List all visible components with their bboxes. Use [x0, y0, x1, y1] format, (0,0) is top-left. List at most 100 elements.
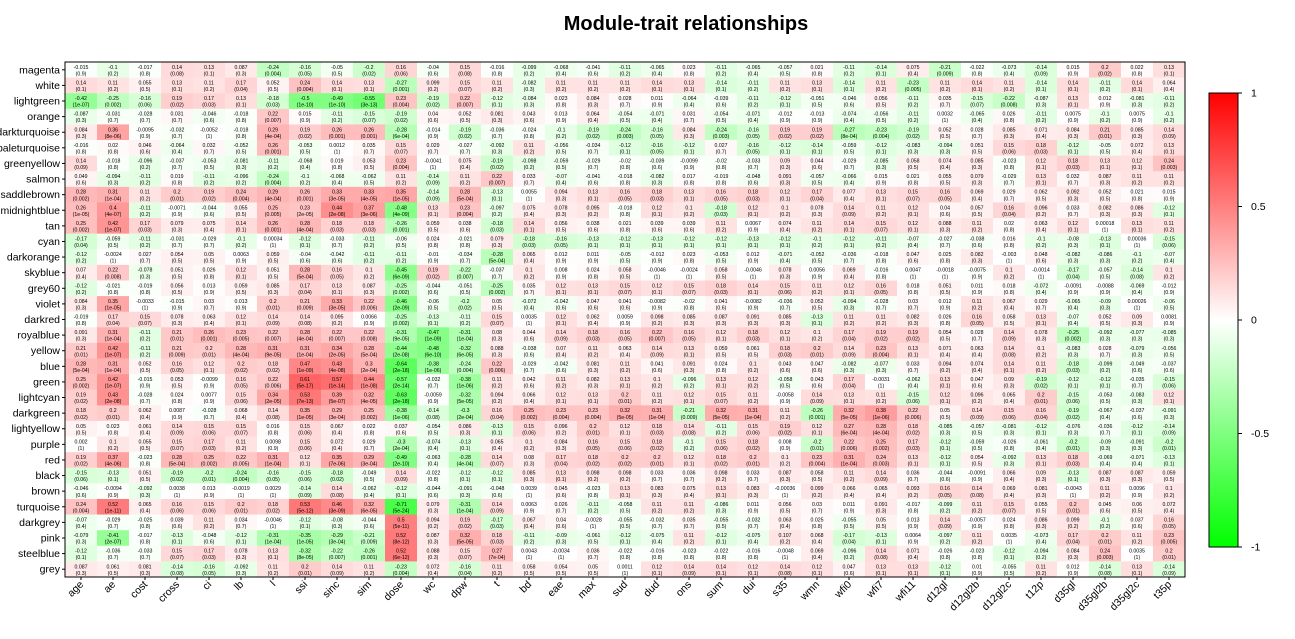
cell-pvalue-label: (0.5) [748, 352, 759, 358]
cell-correlation-label: 0.057 [971, 205, 984, 211]
heatmap-cell [897, 77, 930, 94]
cell-pvalue-label: (0.8) [812, 71, 823, 77]
cell-pvalue-label: (0.1) [940, 384, 951, 390]
cell-correlation-label: -0.11 [907, 112, 919, 118]
chart-title: Module-trait relationships [564, 13, 808, 35]
column-label: dui [740, 579, 758, 597]
cell-correlation-label: -0.083 [1066, 346, 1081, 352]
cell-pvalue-label: (0.02) [1098, 71, 1112, 77]
heatmap-cell [1057, 342, 1090, 359]
heatmap-cell [257, 467, 290, 484]
cell-correlation-label: 0.059 [235, 283, 248, 289]
cell-pvalue-label: (0.3) [76, 571, 87, 577]
cell-pvalue-label: (0.5) [428, 306, 439, 312]
heatmap-cell [1121, 155, 1154, 172]
cell-correlation-label: 0.11 [1164, 174, 1174, 180]
cell-correlation-label: -0.17 [491, 517, 503, 523]
cell-pvalue-label: (0.1) [812, 149, 823, 155]
cell-pvalue-label: (0.1) [1068, 477, 1079, 483]
cell-pvalue-label: (0.5) [460, 290, 471, 296]
heatmap-cell [97, 77, 130, 94]
cell-correlation-label: -0.11 [139, 346, 151, 352]
heatmap-cell [417, 342, 450, 359]
cell-correlation-label: -0.12 [75, 283, 87, 289]
cell-correlation-label: -0.039 [714, 96, 729, 102]
heatmap-cell [1153, 452, 1186, 469]
cell-correlation-label: 0.088 [491, 346, 504, 352]
cell-correlation-label: -0.068 [554, 65, 569, 71]
heatmap-cell [65, 483, 98, 500]
cell-correlation-label: 0.079 [427, 502, 440, 508]
cell-correlation-label: 0.53 [300, 502, 310, 508]
heatmap-cell [65, 155, 98, 172]
cell-pvalue-label: (0.5) [364, 181, 375, 187]
cell-correlation-label: 0.053 [363, 159, 376, 165]
cell-correlation-label: -0.099 [1098, 361, 1113, 367]
heatmap-cell [449, 358, 482, 375]
cell-pvalue-label: (0.1) [332, 87, 343, 93]
heatmap-cell [609, 186, 642, 203]
cell-correlation-label: 0.13 [1164, 65, 1174, 71]
cell-pvalue-label: (1e-10) [329, 103, 346, 109]
cell-pvalue-label: (0.7) [812, 508, 823, 514]
cell-pvalue-label: (0.2) [780, 87, 791, 93]
heatmap-cell [577, 140, 610, 156]
cell-correlation-label: -0.082 [650, 174, 665, 180]
cell-pvalue-label: (0.4) [652, 118, 663, 124]
cell-pvalue-label: (0.03) [714, 290, 728, 296]
heatmap-cell [1025, 202, 1058, 219]
cell-correlation-label: 0.087 [1099, 471, 1112, 477]
cell-pvalue-label: (0.5) [876, 524, 887, 530]
heatmap-cell [417, 186, 450, 203]
cell-correlation-label: -0.32 [299, 549, 311, 555]
cell-pvalue-label: (0.05) [202, 571, 216, 577]
cell-pvalue-label: (0.07) [394, 149, 408, 155]
heatmap-cell [1089, 264, 1122, 281]
heatmap-cell [737, 405, 770, 422]
heatmap-cell [97, 420, 130, 437]
heatmap-cell [705, 124, 738, 141]
cell-pvalue-label: (0.01) [170, 337, 184, 343]
cell-correlation-label: 0.11 [972, 502, 982, 508]
heatmap-cell [257, 452, 290, 469]
heatmap-cell [385, 498, 418, 515]
cell-pvalue-label: (0.09) [874, 477, 888, 483]
heatmap-cell [993, 155, 1026, 172]
cell-correlation-label: -0.14 [715, 80, 727, 86]
cell-correlation-label: 0.067 [523, 517, 536, 523]
heatmap-cell [257, 514, 290, 531]
cell-pvalue-label: (0.6) [364, 524, 375, 530]
heatmap-cell [737, 483, 770, 500]
cell-pvalue-label: (0.7) [588, 149, 599, 155]
cell-correlation-label: 0.15 [460, 549, 470, 555]
cell-pvalue-label: (1) [270, 524, 277, 530]
cell-pvalue-label: (5e-05) [841, 415, 858, 421]
heatmap-cell [385, 514, 418, 531]
cell-pvalue-label: (0.2) [972, 508, 983, 514]
cell-pvalue-label: (0.1) [780, 243, 791, 249]
cell-correlation-label: -0.037 [170, 159, 185, 165]
cell-pvalue-label: (0.04) [298, 290, 312, 296]
cell-correlation-label: -0.036 [1098, 424, 1113, 430]
cell-pvalue-label: (0.1) [172, 540, 183, 546]
cell-pvalue-label: (0.02) [618, 462, 632, 468]
cell-pvalue-label: (0.004) [297, 87, 314, 93]
cell-correlation-label: -0.07 [1163, 252, 1175, 258]
cell-correlation-label: 0.094 [555, 190, 568, 196]
cell-correlation-label: 0.11 [268, 564, 278, 570]
heatmap-cell [961, 202, 994, 219]
cell-correlation-label: 0.23 [812, 455, 822, 461]
column-label: dpw [448, 578, 470, 600]
heatmap-cell [65, 374, 98, 391]
heatmap-cell [449, 467, 482, 484]
cell-correlation-label: 0.1 [1037, 346, 1044, 352]
cell-correlation-label: 0.22 [268, 330, 278, 336]
heatmap-cell [481, 467, 514, 484]
cell-pvalue-label: (0.06) [618, 446, 632, 452]
heatmap-cell [385, 202, 418, 219]
heatmap-cell [321, 342, 354, 359]
column-label: d35gl2b [1075, 579, 1110, 614]
cell-pvalue-label: (0.9) [364, 321, 375, 327]
cell-correlation-label: -0.16 [459, 564, 471, 570]
cell-correlation-label: 0.11 [684, 502, 694, 508]
